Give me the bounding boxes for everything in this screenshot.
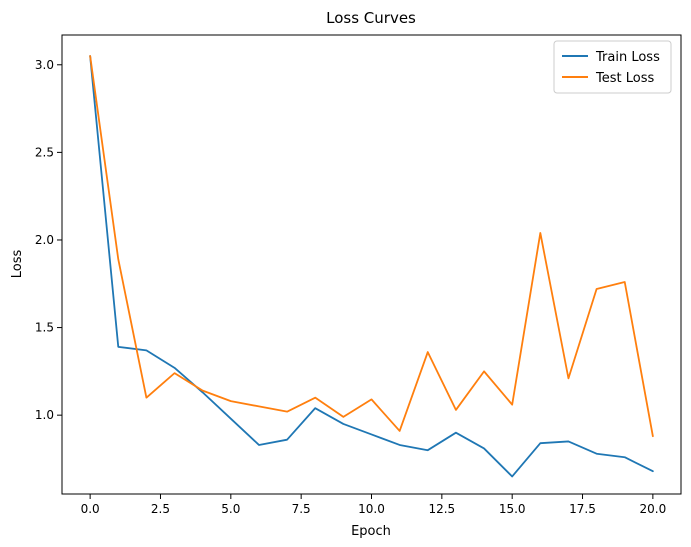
legend: Train Loss Test Loss — [553, 40, 672, 94]
y-tick-label: 2.5 — [35, 145, 54, 159]
y-axis-label: Loss — [10, 250, 25, 279]
x-tick-label: 2.5 — [151, 502, 170, 516]
x-tick-label: 5.0 — [221, 502, 240, 516]
x-tick-label: 12.5 — [428, 502, 455, 516]
x-tick-label: 20.0 — [640, 502, 667, 516]
x-tick-label: 0.0 — [81, 502, 100, 516]
legend-entry: Train Loss — [595, 50, 660, 65]
plot-area — [89, 55, 654, 478]
legend-box — [553, 40, 672, 94]
y-axis: 1.0 1.5 2.0 2.5 3.0 — [35, 58, 62, 422]
series-line-train-loss — [89, 55, 654, 478]
y-tick-label: 2.0 — [35, 233, 54, 247]
x-tick-label: 10.0 — [358, 502, 385, 516]
x-tick-label: 17.5 — [569, 502, 596, 516]
y-tick-label: 3.0 — [35, 58, 54, 72]
x-axis: 0.0 2.5 5.0 7.5 10.0 12.5 15.0 17.5 20.0 — [81, 494, 667, 516]
x-axis-label: Epoch — [351, 524, 391, 539]
series-line-test-loss — [89, 55, 654, 438]
x-tick-label: 15.0 — [499, 502, 526, 516]
chart-title: Loss Curves — [326, 9, 416, 27]
y-tick-label: 1.0 — [35, 408, 54, 422]
x-tick-label: 7.5 — [292, 502, 311, 516]
legend-entry: Test Loss — [595, 71, 654, 86]
y-tick-label: 1.5 — [35, 321, 54, 335]
